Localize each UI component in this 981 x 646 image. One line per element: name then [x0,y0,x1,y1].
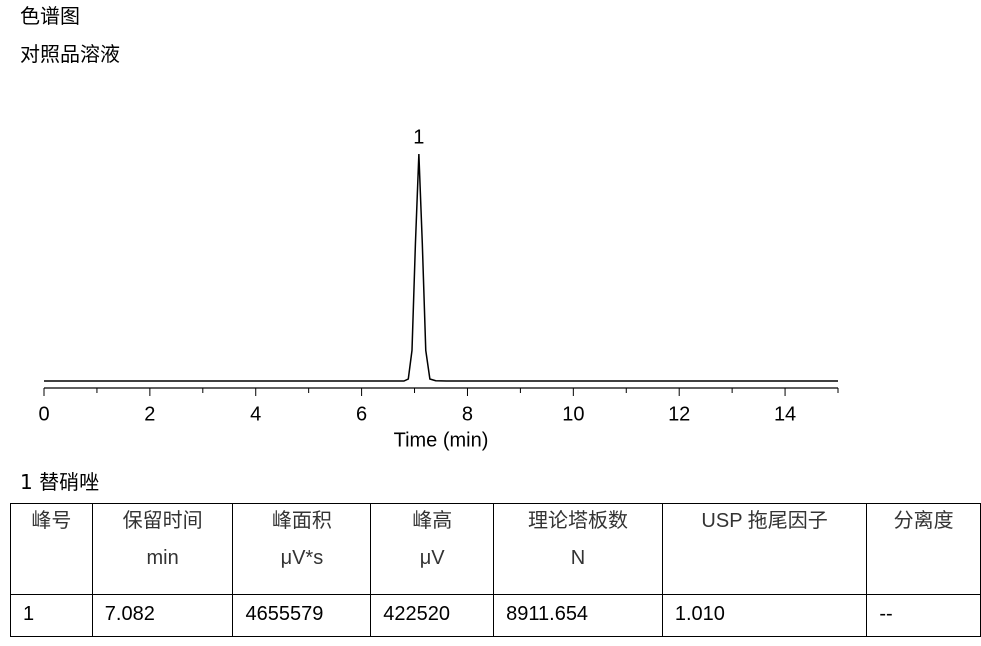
column-unit: min [146,547,179,569]
x-tick-label: 10 [562,403,584,425]
header-cell: 分离度 [866,503,981,595]
column-name: 分离度 [893,510,954,532]
data-cell: 8911.654 [493,594,663,637]
header-cell: 峰高 μV [370,503,495,595]
heading: 色谱图 [20,4,80,28]
x-tick-label: 2 [144,403,155,425]
x-tick-label: 6 [356,403,367,425]
header-cell: 峰号 [10,503,93,595]
column-unit: μV*s [280,547,324,569]
column-unit: μV [419,547,445,569]
header-cell: USP 拖尾因子 [661,503,868,595]
column-unit: N [570,547,586,569]
peak-caption: 1 替硝唑 [20,470,100,494]
x-axis-label: Time (min) [394,429,489,451]
chromatogram-line [44,153,838,382]
x-tick-label: 12 [668,403,690,425]
x-tick-label: 8 [462,403,473,425]
peak-label: 1 [413,126,424,148]
header-cell: 峰面积 μV*s [232,503,372,595]
column-name: 保留时间 [122,510,203,532]
header-row: 峰号 保留时间 min 峰面积 μV*s 峰高 μV 理论塔板数 N USP 拖尾因子 分离度 [10,503,981,595]
data-cell: 1 [10,594,93,637]
header-cell: 保留时间 min [91,503,234,595]
x-tick-label: 14 [774,403,796,425]
column-name: 峰高 [412,510,453,532]
result-table: 峰号 保留时间 min 峰面积 μV*s 峰高 μV 理论塔板数 N USP 拖尾因子 分离度 1 7.… [10,503,981,637]
data-cell: 7.082 [91,594,234,637]
x-tick-label: 4 [250,403,261,425]
chart: 0 2 4 6 8 10 12 14 Time (min) 1 [38,126,839,451]
column-name: 峰面积 [271,510,332,532]
x-tick-label: 0 [38,403,49,425]
data-cell: 1.010 [661,594,868,637]
data-row: 1 7.082 4655579 422520 8911.654 1.010 -- [10,594,981,637]
data-cell: -- [866,594,981,637]
column-name: 峰号 [31,510,72,532]
subheading: 对照品溶液 [20,42,120,66]
data-cell: 422520 [370,594,495,637]
header-cell: 理论塔板数 N [493,503,663,595]
column-name: USP 拖尾因子 [701,510,828,532]
data-cell: 4655579 [232,594,372,637]
column-name: 理论塔板数 [527,510,628,532]
